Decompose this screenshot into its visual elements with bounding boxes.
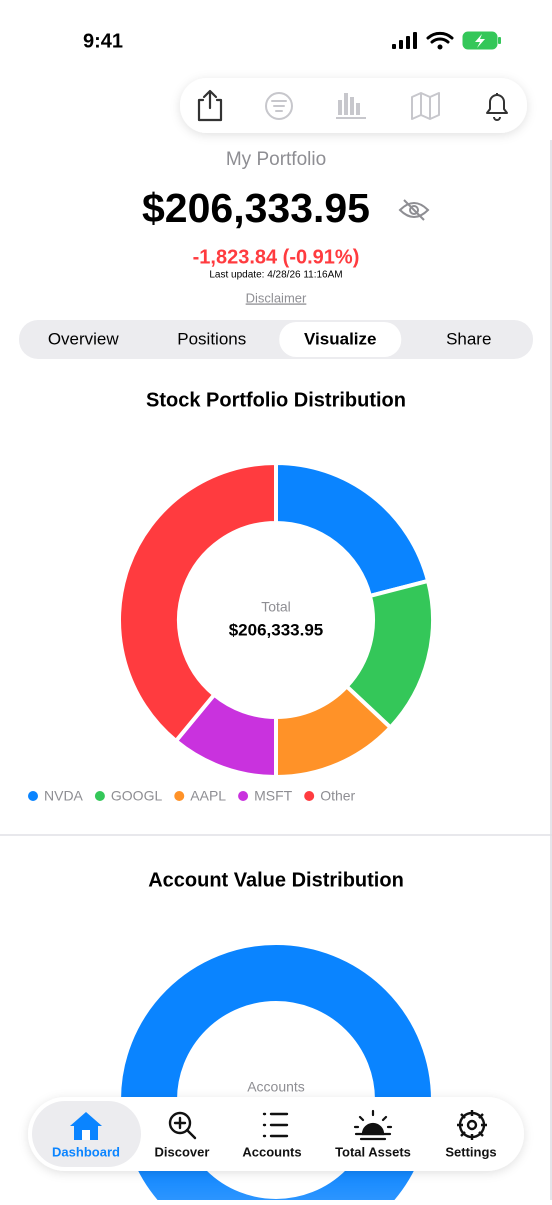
share-button[interactable] <box>197 89 223 122</box>
hide-value-button[interactable] <box>398 199 430 221</box>
disclaimer-link[interactable]: Disclaimer <box>246 290 307 305</box>
chart-button[interactable] <box>336 93 366 119</box>
dashboard-icon <box>70 1112 102 1140</box>
tab-bar <box>28 1097 524 1171</box>
legend-dot <box>28 791 38 801</box>
center-label: Accounts <box>247 1079 305 1095</box>
chart-title: Stock Portfolio Distribution <box>146 389 406 411</box>
tab[interactable]: Visualize <box>304 329 376 348</box>
status-time: 9:41 <box>83 30 123 52</box>
tab[interactable]: Positions <box>177 329 246 348</box>
filter-button[interactable] <box>265 92 293 120</box>
portfolio-value: $206,333.95 <box>142 185 370 231</box>
tab[interactable]: Share <box>446 329 491 348</box>
tab-bar-item[interactable]: Accounts <box>242 1144 301 1159</box>
total-assets-icon <box>353 1109 393 1141</box>
legend-dot <box>174 791 185 801</box>
donut-shade <box>119 943 433 1205</box>
tab-bar-item[interactable]: Discover <box>155 1144 210 1159</box>
center-value: $206,333.95 <box>229 620 324 639</box>
donut-segment[interactable] <box>274 461 431 598</box>
portfolio-change: -1,823.84 (-0.91%) <box>193 246 360 268</box>
legend-label[interactable]: MSFT <box>254 788 293 804</box>
tab-bar-item[interactable]: Settings <box>445 1144 496 1159</box>
tab-bar-item[interactable]: Dashboard <box>52 1144 120 1159</box>
selected-tab-bg <box>279 322 402 357</box>
settings-icon <box>457 1110 487 1140</box>
notifications-button[interactable] <box>486 93 508 121</box>
accounts-icon <box>262 1112 289 1138</box>
donut-segment[interactable] <box>117 461 278 743</box>
legend-label[interactable]: GOOGL <box>111 788 163 804</box>
legend-label[interactable]: NVDA <box>44 788 84 804</box>
legend-label[interactable]: Other <box>320 788 355 804</box>
center-label: Total <box>261 599 291 615</box>
legend-dot <box>304 791 315 801</box>
portfolio-title: My Portfolio <box>226 149 326 170</box>
segmented-control <box>19 320 533 359</box>
legend-dot <box>238 791 249 801</box>
tab[interactable]: Overview <box>48 329 120 348</box>
status-icons <box>392 31 501 50</box>
legend-dot <box>94 791 105 801</box>
last-update: Last update: 4/28/26 11:16AM <box>209 270 342 281</box>
tab-bar-item[interactable]: Total Assets <box>335 1144 411 1159</box>
map-button[interactable] <box>411 92 440 120</box>
toolbar <box>180 78 527 133</box>
discover-icon <box>168 1111 197 1140</box>
chart-title: Account Value Distribution <box>148 869 404 891</box>
legend-label[interactable]: AAPL <box>190 788 226 804</box>
